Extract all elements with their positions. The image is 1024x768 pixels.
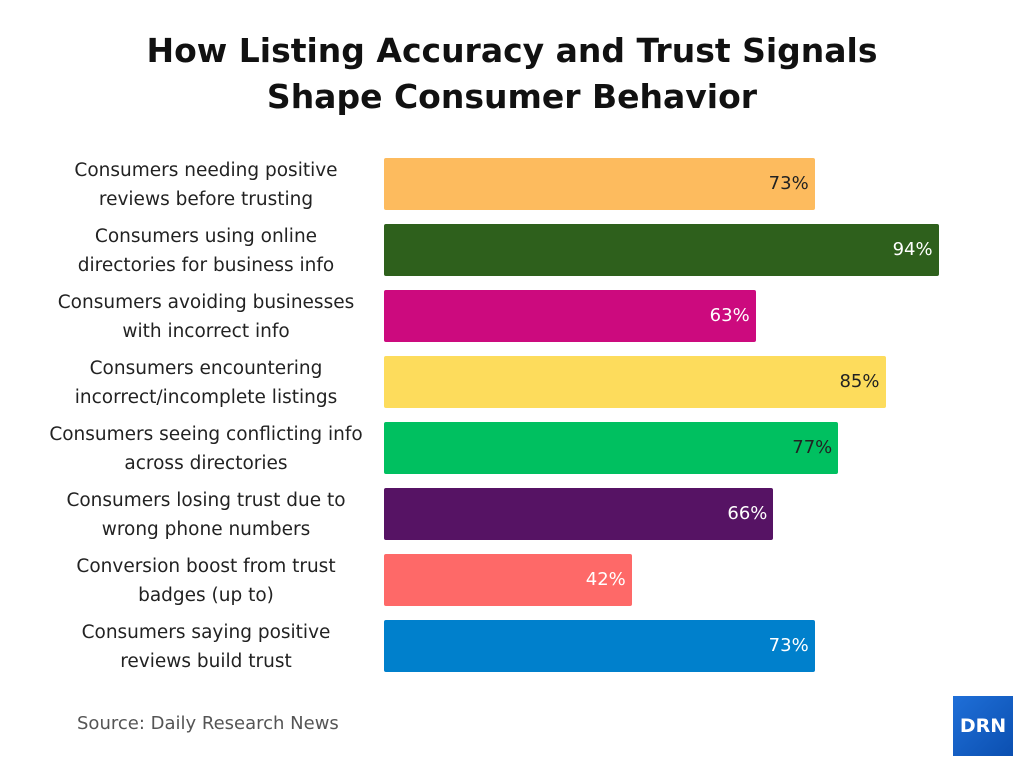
category-label: Consumers encountering incorrect/incomple… [20, 354, 392, 412]
bar [384, 554, 632, 606]
category-label-line: incorrect/incomplete listings [74, 387, 338, 408]
bar [384, 422, 839, 474]
category-label-line: Conversion boost from trust [76, 556, 336, 577]
category-label-line: directories for business info [77, 255, 335, 276]
value-label: 94% [892, 239, 933, 260]
category-label-line: Consumers saying positive [81, 622, 331, 643]
value-label: 42% [585, 569, 626, 590]
category-label-line: wrong phone numbers [101, 519, 311, 540]
bar [384, 290, 756, 342]
category-label: Conversion boost from trust badges (up to… [20, 552, 392, 610]
category-label-line: with incorrect info [122, 321, 290, 342]
category-label: Consumers needing positive reviews before… [20, 156, 392, 214]
category-label: Consumers avoiding businesses with incorr… [20, 288, 392, 346]
category-label-line: Consumers needing positive [74, 160, 338, 181]
bar [384, 356, 886, 408]
category-label: Consumers seeing conflicting info across … [20, 420, 392, 478]
value-label: 63% [709, 305, 750, 326]
category-label-line: Consumers avoiding businesses [57, 292, 355, 313]
bar [384, 158, 815, 210]
category-label-line: Consumers seeing conflicting info [49, 424, 363, 445]
bar [384, 488, 774, 540]
value-label: 85% [839, 371, 880, 392]
drn-logo: DRN [953, 696, 1013, 756]
bar [384, 620, 815, 672]
value-label: 66% [727, 503, 768, 524]
bar [384, 224, 939, 276]
value-label: 77% [792, 437, 833, 458]
category-label: Consumers losing trust due to wrong phone… [20, 486, 392, 544]
category-label-line: reviews before trusting [98, 189, 314, 210]
category-label-line: Consumers losing trust due to [66, 490, 346, 511]
category-label: Consumers saying positive reviews build t… [20, 618, 392, 676]
value-label: 73% [768, 173, 809, 194]
title-line-1: How Listing Accuracy and Trust Signals [146, 31, 878, 70]
category-label-line: Consumers encountering [89, 358, 323, 379]
value-label: 73% [768, 635, 809, 656]
category-label-line: Consumers using online [94, 226, 318, 247]
category-label-line: badges (up to) [138, 585, 274, 606]
category-label-line: reviews build trust [120, 651, 292, 672]
chart-title: How Listing Accuracy and Trust Signals S… [0, 28, 1024, 120]
category-label: Consumers using online directories for bu… [20, 222, 392, 280]
title-line-2: Shape Consumer Behavior [266, 77, 758, 116]
source-note: Source: Daily Research News [77, 713, 339, 734]
category-label-line: across directories [124, 453, 288, 474]
